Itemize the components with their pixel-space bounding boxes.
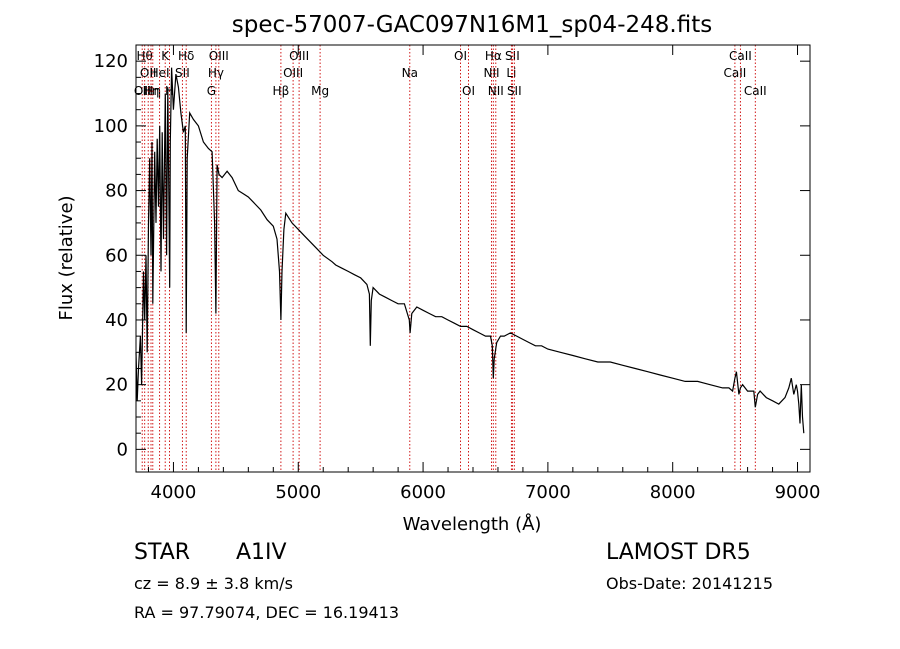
line-marker-label: CaII xyxy=(744,84,767,98)
x-tick-label: 8000 xyxy=(650,482,696,503)
redshift-velocity: cz = 8.9 ± 3.8 km/s xyxy=(134,574,293,593)
line-marker-label: Hβ xyxy=(273,84,290,98)
y-axis-label: Flux (relative) xyxy=(56,195,77,320)
plot-frame xyxy=(135,44,811,473)
line-marker-label: Mg xyxy=(311,84,329,98)
object-class: STAR xyxy=(134,540,191,565)
line-marker-label: Hη xyxy=(144,84,161,98)
y-tick-label: 100 xyxy=(94,116,128,137)
y-tick-label: 120 xyxy=(94,51,128,72)
y-tick-label: 20 xyxy=(105,375,128,396)
line-marker-label: OII xyxy=(140,66,157,80)
line-marker-label: OIII xyxy=(283,66,303,80)
line-marker-label: Hα xyxy=(485,49,502,63)
line-marker-label: Hδ xyxy=(178,49,194,63)
line-marker-label: Hθ xyxy=(137,49,153,63)
line-marker-label: H xyxy=(165,84,174,98)
y-tick-label: 40 xyxy=(105,310,128,331)
x-axis-label: Wavelength (Å) xyxy=(403,513,542,535)
line-marker-label: Na xyxy=(402,66,418,80)
line-marker-label: HeI xyxy=(150,66,170,80)
x-tick-label: 7000 xyxy=(525,482,571,503)
x-tick-label: 4000 xyxy=(151,482,197,503)
y-tick-label: 60 xyxy=(105,245,128,266)
line-marker-label: K xyxy=(161,49,170,63)
line-marker-label: OII xyxy=(134,84,151,98)
line-marker-label: Hγ xyxy=(208,66,224,80)
x-tick-label: 9000 xyxy=(775,482,821,503)
y-axis: 0 20 40 60 80 100 120 xyxy=(94,44,810,460)
spectral-line-markers: OIIHθOIIHηHηHeIKHSIIHδGHγOIIIHβOIIIOIIIM… xyxy=(134,45,767,472)
line-marker-label: OIII xyxy=(289,49,309,63)
spectrum-chart: spec-57007-GAC097N16M1_sp04-248.fits OII… xyxy=(56,12,821,535)
line-marker-label: NII xyxy=(488,84,504,98)
spectrum-line xyxy=(135,67,805,434)
survey-name: LAMOST DR5 xyxy=(606,540,751,565)
line-marker-label: OIII xyxy=(209,49,229,63)
x-axis: 4000 5000 6000 7000 8000 9000 xyxy=(147,45,821,503)
line-marker-label: CaII xyxy=(723,66,746,80)
line-marker-label: Hη xyxy=(143,84,160,98)
chart-title: spec-57007-GAC097N16M1_sp04-248.fits xyxy=(232,12,712,38)
object-subclass: A1IV xyxy=(236,540,287,565)
y-tick-label: 0 xyxy=(117,439,128,460)
line-marker-label: NII xyxy=(483,66,499,80)
line-marker-label: CaII xyxy=(729,49,752,63)
observation-date: Obs-Date: 20141215 xyxy=(606,574,774,593)
line-marker-label: SII xyxy=(175,66,190,80)
x-tick-label: 5000 xyxy=(275,482,321,503)
line-marker-label: OI xyxy=(454,49,467,63)
line-marker-label: SII xyxy=(507,84,522,98)
coordinates: RA = 97.79074, DEC = 16.19413 xyxy=(134,603,400,622)
y-tick-label: 80 xyxy=(105,181,128,202)
line-marker-label: G xyxy=(207,84,216,98)
line-marker-label: SII xyxy=(505,49,520,63)
line-marker-label: Li xyxy=(506,66,516,80)
x-tick-label: 6000 xyxy=(400,482,446,503)
line-marker-label: OI xyxy=(462,84,475,98)
